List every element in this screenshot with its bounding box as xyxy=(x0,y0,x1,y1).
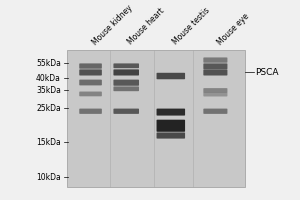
Text: 25kDa: 25kDa xyxy=(36,104,61,113)
Text: 35kDa: 35kDa xyxy=(36,86,61,95)
FancyBboxPatch shape xyxy=(113,69,139,76)
FancyBboxPatch shape xyxy=(79,63,102,69)
FancyBboxPatch shape xyxy=(203,57,227,63)
FancyBboxPatch shape xyxy=(157,120,185,132)
Text: 55kDa: 55kDa xyxy=(36,59,61,68)
FancyBboxPatch shape xyxy=(203,63,227,69)
FancyBboxPatch shape xyxy=(79,69,102,76)
FancyBboxPatch shape xyxy=(113,109,139,114)
Text: 40kDa: 40kDa xyxy=(36,74,61,83)
FancyBboxPatch shape xyxy=(203,69,227,76)
FancyBboxPatch shape xyxy=(157,73,185,79)
FancyBboxPatch shape xyxy=(203,88,227,93)
Text: PSCA: PSCA xyxy=(256,68,279,77)
FancyBboxPatch shape xyxy=(79,109,102,114)
FancyBboxPatch shape xyxy=(79,80,102,85)
FancyBboxPatch shape xyxy=(113,63,139,68)
FancyBboxPatch shape xyxy=(203,92,227,96)
Text: Mouse eye: Mouse eye xyxy=(215,12,251,47)
Text: 10kDa: 10kDa xyxy=(36,173,61,182)
FancyBboxPatch shape xyxy=(113,80,139,86)
FancyBboxPatch shape xyxy=(113,86,139,91)
Text: Mouse heart: Mouse heart xyxy=(126,7,166,47)
Text: Mouse testis: Mouse testis xyxy=(171,6,211,47)
Bar xyxy=(67,50,245,187)
Text: Mouse kidney: Mouse kidney xyxy=(91,3,134,47)
FancyBboxPatch shape xyxy=(203,109,227,114)
Text: 15kDa: 15kDa xyxy=(36,138,61,147)
FancyBboxPatch shape xyxy=(157,109,185,116)
FancyBboxPatch shape xyxy=(79,92,102,96)
FancyBboxPatch shape xyxy=(157,132,185,139)
